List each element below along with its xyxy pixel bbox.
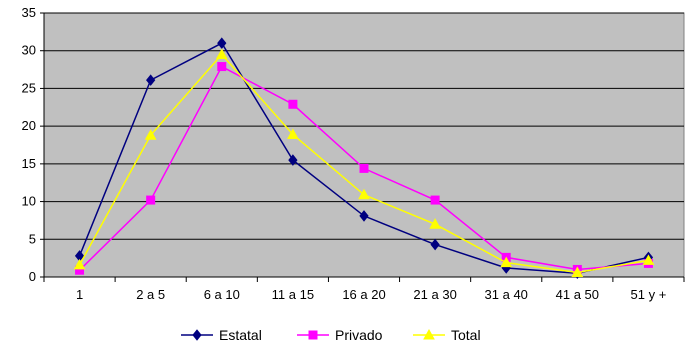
data-point-privado: [430, 195, 440, 205]
data-point-estatal: [146, 74, 156, 86]
y-tick-label: 10: [22, 194, 36, 209]
y-tick-label: 15: [22, 156, 36, 171]
data-point-total: [429, 218, 441, 229]
data-point-estatal: [430, 238, 440, 251]
data-point-total: [144, 129, 157, 140]
data-point-privado: [288, 99, 298, 109]
y-tick-label: 20: [22, 118, 36, 133]
legend-label: Privado: [335, 327, 383, 343]
data-point-estatal: [359, 210, 369, 222]
legend-marker: [308, 330, 318, 340]
legend-label: Estatal: [219, 327, 262, 343]
data-point-total: [215, 48, 228, 59]
x-tick-label: 31 a 40: [485, 287, 528, 302]
data-point-privado: [146, 195, 156, 205]
y-tick-label: 25: [22, 80, 36, 95]
legend-item-estatal: Estatal: [181, 327, 262, 343]
legend-label: Total: [451, 327, 481, 343]
data-point-privado: [217, 62, 227, 72]
y-tick-label: 35: [22, 5, 36, 20]
data-point-total: [642, 254, 655, 265]
series-total: [73, 48, 655, 277]
legend: Estatal Privado Total: [181, 327, 481, 343]
x-tick-label: 6 a 10: [204, 287, 240, 302]
legend-item-privado: Privado: [297, 327, 383, 343]
legend-item-total: Total: [413, 327, 481, 343]
legend-marker: [423, 328, 435, 340]
x-tick-label: 16 a 20: [342, 287, 385, 302]
data-point-estatal: [288, 154, 298, 166]
plot-area: [43, 12, 685, 278]
data-point-estatal: [217, 37, 227, 49]
x-tick-label: 51 y +: [631, 287, 667, 302]
data-point-total: [73, 258, 86, 270]
series-group: [73, 37, 655, 280]
y-tick-label: 0: [29, 269, 36, 284]
legend-marker: [192, 329, 202, 341]
y-tick-label: 30: [22, 43, 36, 58]
x-tick-label: 11 a 15: [272, 287, 314, 302]
x-tick-label: 1: [76, 287, 83, 302]
axes: 0 5 10 15 20 25 30 35 1 2 a 5 6 a 10 11 a 15 16 a 20…: [22, 5, 685, 302]
data-point-total: [358, 188, 370, 200]
data-point-privado: [359, 163, 369, 173]
data-point-total: [571, 266, 584, 277]
x-tick-label: 2 a 5: [136, 287, 165, 302]
x-tick-label: 21 a 30: [413, 287, 456, 302]
x-tick-label: 41 a 50: [556, 287, 599, 302]
y-tick-label: 5: [29, 231, 36, 246]
data-point-total: [287, 128, 299, 139]
data-point-total: [500, 256, 513, 268]
